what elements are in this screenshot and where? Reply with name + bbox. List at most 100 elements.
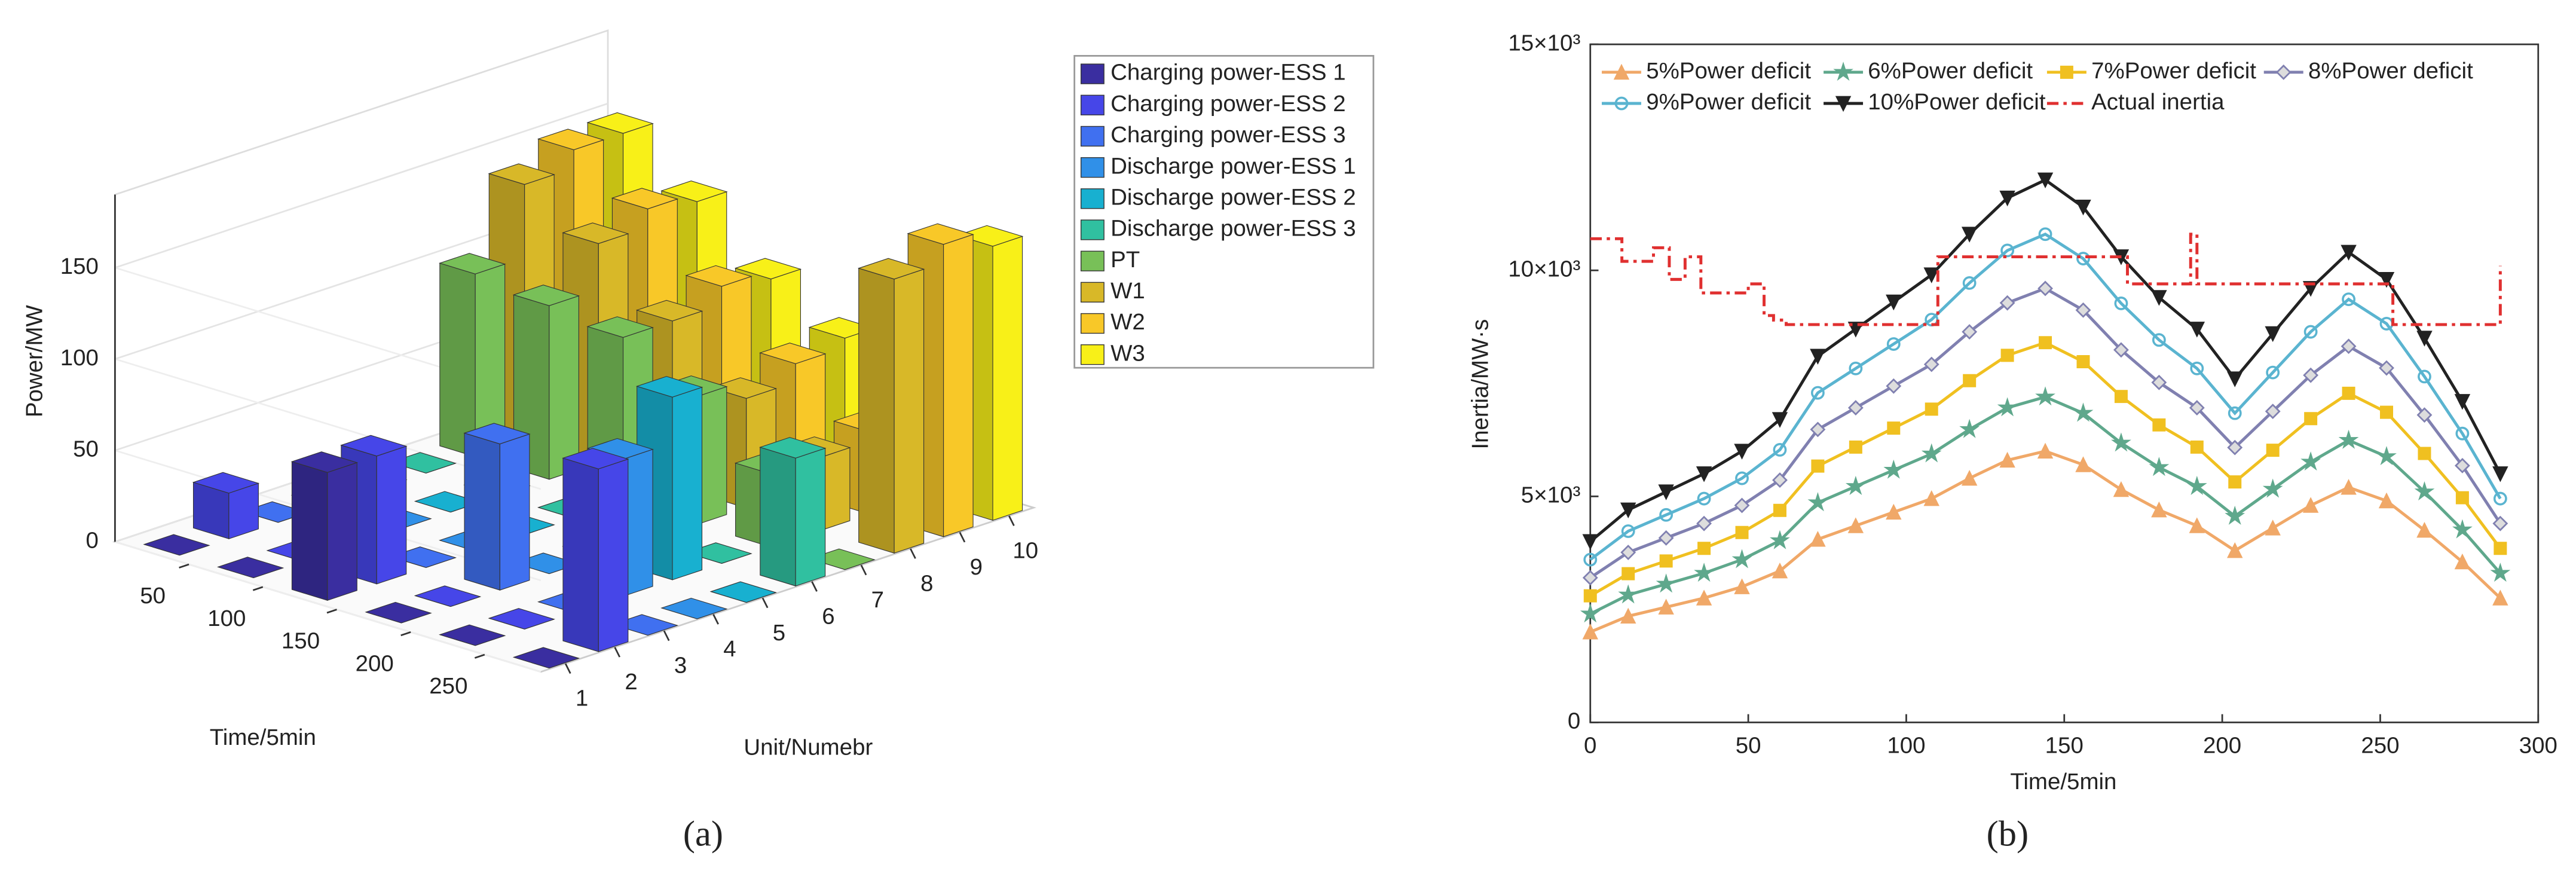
marker bbox=[1847, 517, 1864, 533]
marker bbox=[1883, 459, 1904, 479]
y-tick bbox=[959, 531, 966, 543]
marker bbox=[2151, 374, 2167, 390]
bar bbox=[365, 601, 432, 624]
y-tick-label: 1 bbox=[576, 686, 588, 711]
y-tick bbox=[614, 646, 621, 658]
marker bbox=[2454, 457, 2470, 473]
marker bbox=[2227, 542, 2243, 558]
bar bbox=[857, 258, 925, 554]
bar-side bbox=[464, 432, 500, 591]
marker bbox=[2227, 439, 2243, 456]
marker bbox=[1959, 418, 1980, 438]
legend-label: PT bbox=[1110, 247, 1140, 273]
marker bbox=[1963, 374, 1977, 387]
marker bbox=[1999, 190, 2015, 207]
marker bbox=[2418, 447, 2431, 460]
bar bbox=[143, 534, 210, 556]
bar bbox=[290, 451, 359, 601]
marker bbox=[1925, 402, 1938, 416]
marker bbox=[1886, 294, 1902, 311]
bar-front bbox=[992, 236, 1023, 521]
marker bbox=[2378, 271, 2395, 288]
x-tick bbox=[326, 609, 337, 614]
marker bbox=[1961, 227, 1978, 243]
x-tick-label: 0 bbox=[1584, 733, 1596, 759]
marker bbox=[2379, 360, 2394, 376]
bar bbox=[512, 647, 580, 669]
marker bbox=[1961, 469, 1978, 486]
marker bbox=[2341, 479, 2357, 495]
x-tick-label: 300 bbox=[2519, 733, 2557, 759]
y-tick-label: 15×10³ bbox=[1508, 30, 1580, 56]
bar-top bbox=[562, 448, 629, 469]
marker bbox=[1735, 525, 1749, 539]
marker bbox=[1887, 421, 1901, 435]
marker bbox=[1622, 567, 1635, 580]
bar-top bbox=[685, 265, 752, 287]
marker bbox=[2378, 492, 2395, 509]
bar-top bbox=[611, 614, 679, 636]
marker bbox=[1620, 607, 1636, 624]
marker bbox=[2266, 444, 2280, 457]
marker bbox=[1773, 503, 1786, 517]
legend-label: Discharge power-ESS 1 bbox=[1110, 153, 1356, 179]
legend-marker bbox=[1833, 62, 1853, 81]
marker bbox=[2075, 200, 2091, 216]
y-tick-label: 0 bbox=[1568, 708, 1580, 734]
y-tick-label: 5×10³ bbox=[1521, 482, 1581, 508]
marker bbox=[2190, 440, 2204, 454]
marker bbox=[2303, 367, 2319, 383]
bar-top bbox=[611, 188, 679, 209]
marker bbox=[2076, 355, 2090, 368]
y-tick-label: 7 bbox=[871, 587, 884, 613]
marker bbox=[1734, 578, 1750, 594]
marker bbox=[2416, 407, 2433, 423]
x-axis-label: Time/5min bbox=[2010, 769, 2116, 795]
marker bbox=[2338, 429, 2359, 449]
legend-swatch bbox=[1080, 344, 1105, 365]
bar-top bbox=[439, 624, 506, 646]
marker bbox=[2075, 302, 2091, 318]
bar-top bbox=[143, 534, 210, 556]
caption-b: (b) bbox=[1987, 814, 2029, 854]
marker bbox=[1811, 459, 1825, 473]
marker bbox=[1810, 421, 1826, 438]
y-tick-label: 4 bbox=[723, 636, 736, 662]
marker bbox=[1886, 337, 1901, 351]
bar-top bbox=[685, 542, 752, 564]
marker bbox=[2113, 342, 2129, 358]
marker bbox=[2266, 365, 2280, 380]
marker bbox=[1849, 440, 1862, 454]
z-tick-label: 0 bbox=[86, 527, 99, 553]
marker bbox=[2037, 442, 2054, 459]
y-tick bbox=[1008, 515, 1015, 526]
bar-top bbox=[340, 435, 408, 457]
marker bbox=[1658, 598, 1674, 615]
marker bbox=[2152, 333, 2166, 347]
legend-label: W3 bbox=[1110, 340, 1145, 366]
z-tick-label: 150 bbox=[60, 253, 99, 279]
x-tick bbox=[400, 631, 411, 637]
bar bbox=[414, 585, 482, 607]
marker bbox=[1923, 356, 1939, 372]
bar-front bbox=[894, 268, 925, 554]
marker bbox=[1580, 603, 1601, 623]
marker bbox=[1621, 524, 1635, 538]
marker bbox=[2418, 369, 2431, 384]
marker bbox=[2149, 457, 2170, 476]
legend-marker bbox=[2275, 64, 2292, 80]
bar-front bbox=[943, 234, 974, 537]
marker bbox=[1659, 508, 1674, 522]
marker bbox=[2189, 517, 2205, 533]
y-tick-label: 3 bbox=[674, 653, 687, 679]
bar-top bbox=[660, 181, 728, 202]
marker bbox=[2493, 491, 2507, 506]
bar-top bbox=[586, 316, 654, 338]
marker bbox=[2265, 520, 2281, 536]
marker bbox=[2304, 412, 2318, 426]
x-tick-label: 200 bbox=[2203, 733, 2241, 759]
marker bbox=[1886, 378, 1902, 394]
marker bbox=[2151, 501, 2167, 518]
x-tick-label: 100 bbox=[1887, 733, 1925, 759]
